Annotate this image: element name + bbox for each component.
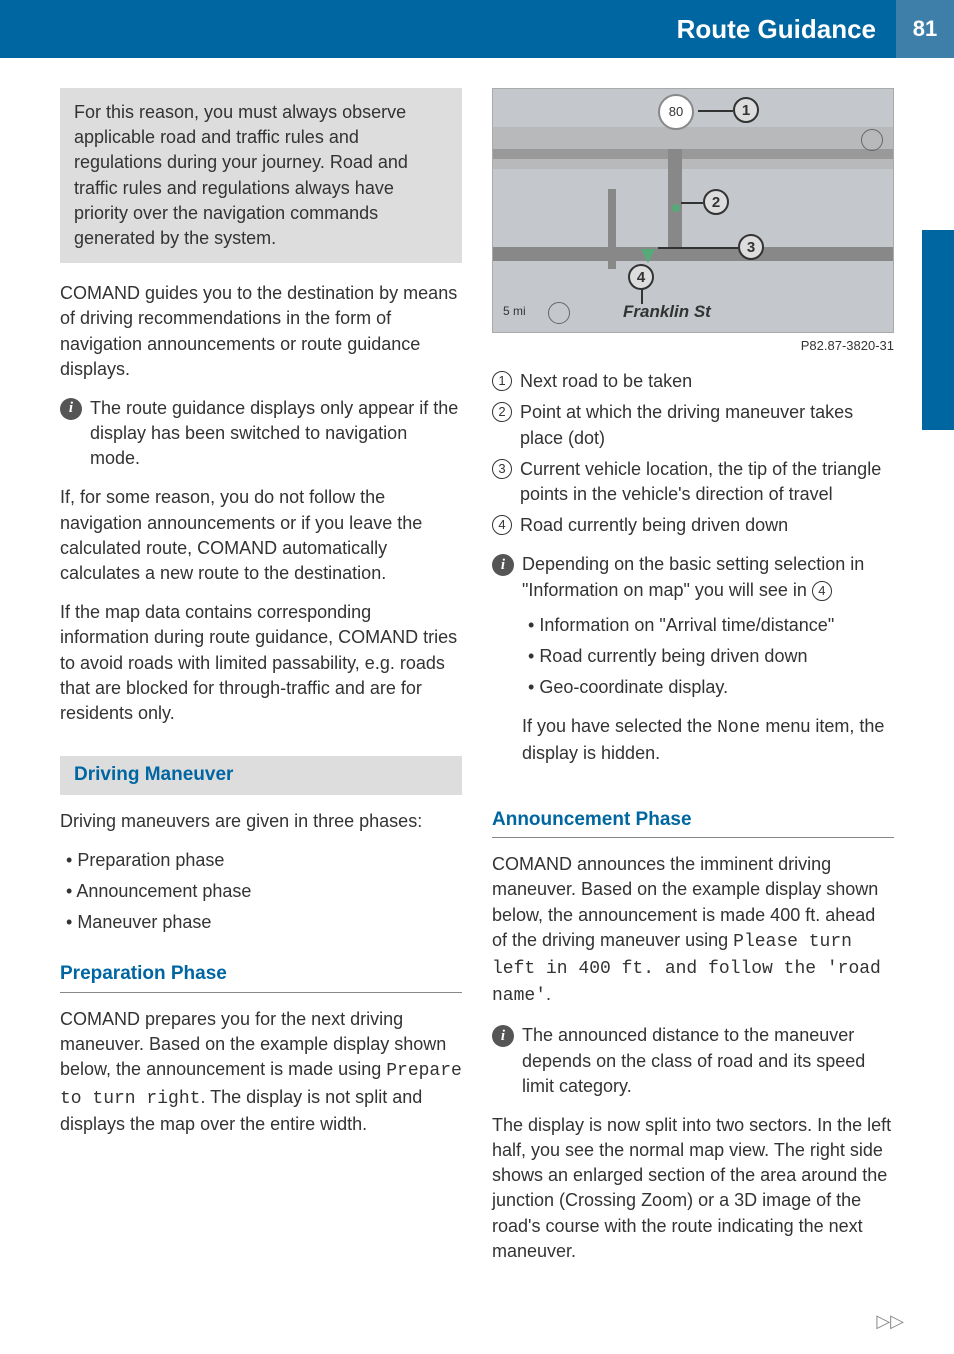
- para-phases-intro: Driving maneuvers are given in three pha…: [60, 809, 462, 834]
- road-line: [493, 247, 893, 261]
- callout-lead: [681, 202, 703, 204]
- callout-3: 3: [738, 234, 764, 260]
- speed-sign: 80: [658, 94, 694, 130]
- info-text-1: The route guidance displays only appear …: [90, 396, 462, 472]
- callout-1: 1: [733, 97, 759, 123]
- callout-4: 4: [628, 264, 654, 290]
- subhead-preparation: Preparation Phase: [60, 961, 462, 993]
- page-number: 81: [896, 0, 954, 58]
- phase-item: Preparation phase: [60, 848, 462, 873]
- section-driving-maneuver: Driving Maneuver: [60, 756, 462, 795]
- vehicle-triangle: [641, 249, 655, 263]
- info-note-1: i The route guidance displays only appea…: [60, 396, 462, 472]
- para-guidance: COMAND guides you to the destination by …: [60, 281, 462, 382]
- phases-list: Preparation phase Announcement phase Man…: [60, 848, 462, 936]
- info2-item: Road currently being driven down: [522, 644, 894, 669]
- legend-item: 1Next road to be taken: [492, 369, 894, 394]
- figure-caption: P82.87-3820-31: [492, 337, 894, 355]
- map-scale: 5 mi: [503, 303, 526, 320]
- legend-item: 2Point at which the driving maneuver tak…: [492, 400, 894, 450]
- callout-lead: [658, 247, 738, 249]
- info-note-2: i Depending on the basic setting selecti…: [492, 552, 894, 780]
- para-recalc: If, for some reason, you do not follow t…: [60, 485, 462, 586]
- left-column: For this reason, you must always observe…: [60, 88, 462, 1278]
- info2-item: Geo-coordinate display.: [522, 675, 894, 700]
- info2-item: Information on "Arrival time/distance": [522, 613, 894, 638]
- callout-legend: 1Next road to be taken 2Point at which t…: [492, 369, 894, 538]
- info-text-3: The announced distance to the maneuver d…: [522, 1023, 894, 1099]
- road-line: [493, 127, 893, 169]
- legend-item: 3Current vehicle location, the tip of th…: [492, 457, 894, 507]
- para-announcement: COMAND announces the imminent driving ma…: [492, 852, 894, 1009]
- warning-text: For this reason, you must always observe…: [74, 102, 408, 248]
- para-preparation: COMAND prepares you for the next driving…: [60, 1007, 462, 1137]
- para-mapdata: If the map data contains corresponding i…: [60, 600, 462, 726]
- phase-item: Maneuver phase: [60, 910, 462, 935]
- info-icon: i: [60, 398, 82, 420]
- info-icon: i: [492, 1025, 514, 1047]
- info-note-3: i The announced distance to the maneuver…: [492, 1023, 894, 1099]
- right-column: 80 1 2 3 4 Franklin St 5 mi P82.87-3820-…: [492, 88, 894, 1278]
- legend-item: 4Road currently being driven down: [492, 513, 894, 538]
- page-header: Route Guidance 81: [0, 0, 954, 58]
- content-area: For this reason, you must always observe…: [0, 58, 954, 1308]
- para-split: The display is now split into two sector…: [492, 1113, 894, 1264]
- subhead-announcement: Announcement Phase: [492, 807, 894, 839]
- maneuver-dot: [672, 204, 680, 212]
- mb-logo-icon: [861, 129, 883, 151]
- continue-arrow-icon: ▷▷: [876, 1309, 904, 1334]
- phase-item: Announcement phase: [60, 879, 462, 904]
- street-name: Franklin St: [623, 300, 711, 324]
- callout-lead: [698, 110, 733, 112]
- nav-screenshot: 80 1 2 3 4 Franklin St 5 mi: [492, 88, 894, 333]
- road-line: [608, 189, 616, 269]
- callout-2: 2: [703, 189, 729, 215]
- info2-bullets: Information on "Arrival time/distance" R…: [522, 613, 894, 701]
- warning-box: For this reason, you must always observe…: [60, 88, 462, 263]
- side-tab-label: Navigation: [919, 260, 954, 403]
- info-icon: i: [492, 554, 514, 576]
- compass-icon: [548, 302, 570, 324]
- header-title: Route Guidance: [677, 11, 896, 47]
